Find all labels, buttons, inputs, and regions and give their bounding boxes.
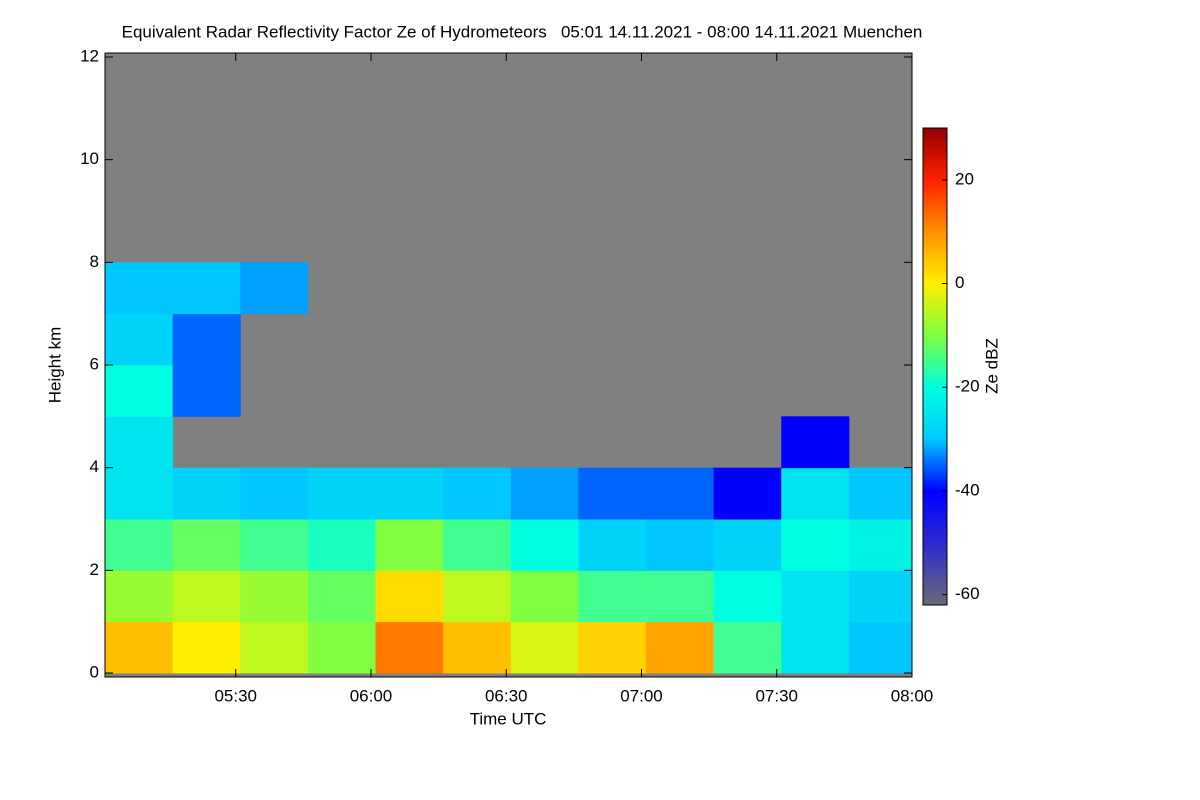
heatmap-cell bbox=[105, 621, 174, 674]
x-tick-label: 07:00 bbox=[620, 686, 663, 705]
heatmap-cell bbox=[307, 621, 377, 674]
heatmap-cell bbox=[848, 467, 913, 520]
heatmap-cell bbox=[172, 262, 241, 315]
heatmap-cell bbox=[443, 570, 512, 623]
heatmap-cell bbox=[510, 570, 579, 623]
chart-title: Equivalent Radar Reflectivity Factor Ze … bbox=[122, 22, 923, 41]
heatmap-cell bbox=[510, 621, 579, 674]
heatmap-cell bbox=[578, 621, 647, 674]
heatmap-cell bbox=[240, 467, 309, 520]
heatmap-cell bbox=[848, 621, 913, 674]
heatmap-cell bbox=[105, 519, 174, 571]
y-tick-label: 10 bbox=[80, 149, 99, 168]
heatmap-cell bbox=[240, 570, 309, 623]
heatmap-cell bbox=[646, 570, 715, 623]
heatmap-cell bbox=[713, 519, 782, 571]
heatmap-cell bbox=[781, 570, 850, 623]
heatmap-cell bbox=[578, 467, 647, 520]
y-tick-label: 8 bbox=[90, 252, 99, 271]
heatmap-cell bbox=[646, 621, 715, 674]
heatmap-cell bbox=[240, 621, 309, 674]
x-tick-label: 07:30 bbox=[755, 686, 798, 705]
heatmap-cell bbox=[105, 416, 174, 469]
y-tick-label: 0 bbox=[90, 662, 99, 681]
heatmap-cell bbox=[105, 570, 174, 623]
heatmap-cell bbox=[307, 570, 377, 623]
heatmap-cell bbox=[510, 519, 579, 571]
heatmap-cell bbox=[781, 621, 850, 674]
heatmap-cell bbox=[713, 467, 782, 520]
heatmap-cell bbox=[307, 467, 377, 520]
heatmap-cell bbox=[172, 467, 241, 520]
heatmap-cell bbox=[375, 570, 444, 623]
heatmap-cell bbox=[172, 621, 241, 674]
heatmap-cell bbox=[105, 262, 174, 315]
colorbar bbox=[922, 127, 948, 606]
colorbar-tick-label: -20 bbox=[955, 377, 980, 396]
y-tick-label: 12 bbox=[80, 46, 99, 65]
heatmap-cell bbox=[848, 519, 913, 571]
x-tick-label: 05:30 bbox=[214, 686, 257, 705]
heatmap-cell bbox=[646, 467, 715, 520]
y-tick-label: 6 bbox=[90, 354, 99, 373]
x-tick-label: 08:00 bbox=[891, 686, 934, 705]
heatmap-cell bbox=[307, 519, 377, 571]
heatmap-cell bbox=[713, 570, 782, 623]
x-axis-label: Time UTC bbox=[470, 709, 547, 728]
colorbar-tick-label: 0 bbox=[955, 273, 964, 292]
heatmap-cell bbox=[781, 416, 850, 469]
heatmap-cell bbox=[105, 313, 174, 366]
heatmap-cell bbox=[375, 519, 444, 571]
heatmap-cell bbox=[172, 313, 241, 366]
heatmap-cell bbox=[105, 467, 174, 520]
heatmap-cell bbox=[848, 570, 913, 623]
heatmap-cell bbox=[172, 570, 241, 623]
colorbar-tick-label: -60 bbox=[955, 584, 980, 603]
heatmap-cell bbox=[578, 570, 647, 623]
y-axis-label: Height km bbox=[45, 327, 64, 404]
heatmap-cell bbox=[172, 519, 241, 571]
heatmap-cell bbox=[172, 365, 241, 417]
x-tick-label: 06:30 bbox=[485, 686, 528, 705]
heatmap-cell bbox=[443, 621, 512, 674]
x-tick-label: 06:00 bbox=[350, 686, 393, 705]
y-tick-label: 4 bbox=[90, 457, 99, 476]
colorbar-tick-label: -40 bbox=[955, 480, 980, 499]
heatmap-cell bbox=[646, 519, 715, 571]
heatmap-cell bbox=[375, 467, 444, 520]
heatmap-cell bbox=[240, 519, 309, 571]
y-tick-label: 2 bbox=[90, 560, 99, 579]
heatmap-cell bbox=[713, 621, 782, 674]
colorbar-tick-label: 20 bbox=[955, 169, 974, 188]
heatmap-cell bbox=[578, 519, 647, 571]
heatmap-cell bbox=[510, 467, 579, 520]
heatmap-cell bbox=[781, 467, 850, 520]
heatmap-cell bbox=[781, 519, 850, 571]
heatmap-cell bbox=[443, 467, 512, 520]
heatmap-cell bbox=[443, 519, 512, 571]
heatmap-cell bbox=[105, 365, 174, 417]
colorbar-label: Ze dBZ bbox=[982, 338, 1001, 394]
heatmap-cell bbox=[240, 262, 309, 315]
heatmap-cell bbox=[375, 621, 444, 674]
